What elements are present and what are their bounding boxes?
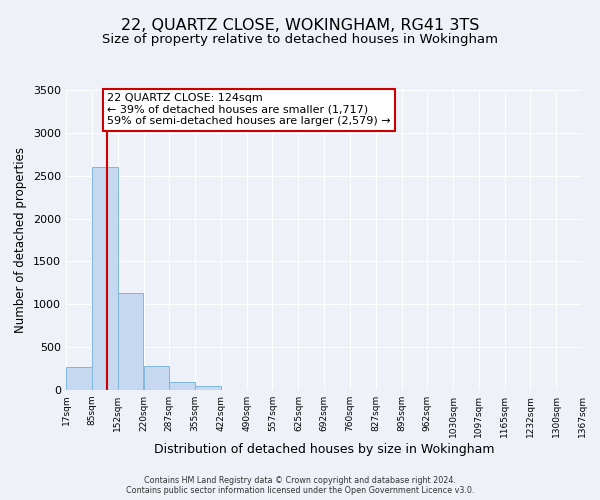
Y-axis label: Number of detached properties: Number of detached properties [14,147,28,333]
Bar [118,293,143,390]
Bar [92,167,118,390]
Text: Size of property relative to detached houses in Wokingham: Size of property relative to detached ho… [102,32,498,46]
Bar [143,366,169,390]
X-axis label: Distribution of detached houses by size in Wokingham: Distribution of detached houses by size … [154,442,494,456]
Text: 22 QUARTZ CLOSE: 124sqm
← 39% of detached houses are smaller (1,717)
59% of semi: 22 QUARTZ CLOSE: 124sqm ← 39% of detache… [107,93,391,126]
Text: Contains HM Land Registry data © Crown copyright and database right 2024.
Contai: Contains HM Land Registry data © Crown c… [126,476,474,495]
Bar [169,382,195,390]
Bar [66,367,92,390]
Bar [195,386,221,390]
Text: 22, QUARTZ CLOSE, WOKINGHAM, RG41 3TS: 22, QUARTZ CLOSE, WOKINGHAM, RG41 3TS [121,18,479,32]
